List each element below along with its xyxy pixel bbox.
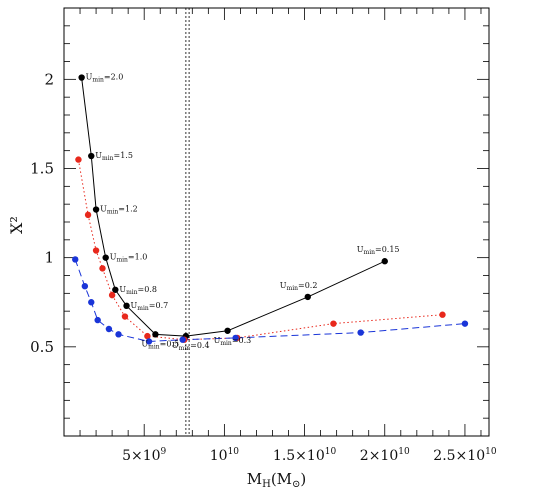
data-point (144, 332, 151, 340)
plot-frame (63, 7, 490, 437)
y-tick-label: 2 (44, 70, 54, 88)
data-point (115, 331, 122, 338)
data-point (108, 291, 116, 299)
x-tick-labels: 5×109 1010 1.5×1010 2×1010 2.5×1010 (122, 447, 497, 464)
data-point (232, 334, 239, 342)
data-point (102, 254, 109, 261)
data-point (99, 265, 106, 272)
y-tick-label: 1.5 (30, 160, 54, 178)
data-point (84, 211, 92, 219)
y-tick-labels: 0.5 1 1.5 2 (30, 70, 54, 356)
data-point (78, 74, 85, 81)
data-point (75, 156, 82, 163)
data-points (72, 74, 469, 345)
data-point (381, 258, 388, 265)
data-point (105, 325, 113, 333)
point-annotation: Umin=1.0 (110, 253, 148, 264)
point-annotation: Umin=0.4 (172, 341, 210, 352)
data-point (152, 331, 159, 338)
data-point (439, 311, 446, 318)
data-point (81, 283, 89, 290)
data-point (112, 286, 119, 293)
data-point (224, 327, 231, 334)
point-annotations: Umin=2.0 Umin=1.5 Umin=1.2 Umin=1.0 Umin=0.8… (86, 73, 400, 353)
x-tick-label: 2.5×1010 (433, 447, 497, 464)
x-tick-label: 2×1010 (360, 447, 410, 464)
y-tick-label: 1 (44, 249, 54, 267)
point-annotation: Umin=1.5 (95, 151, 133, 162)
data-point (121, 313, 129, 320)
data-point (92, 247, 100, 254)
data-point (357, 329, 364, 336)
point-annotation: Umin=0.15 (357, 245, 400, 256)
point-annotation: Umin=0.3 (214, 336, 252, 347)
data-point (145, 338, 153, 345)
y-axis-label: X² (7, 216, 26, 234)
y-tick-label: 0.5 (30, 338, 54, 356)
x-axis-label: MH(M⊙) (247, 470, 307, 490)
x-tick-label: 5×109 (122, 447, 166, 464)
x-tick-label: 1010 (210, 447, 240, 464)
point-annotation: Umin=0.7 (131, 301, 169, 312)
data-point (123, 302, 130, 310)
data-point (88, 299, 95, 306)
data-point (88, 152, 95, 160)
data-point (304, 293, 311, 301)
point-annotation: Umin=0.2 (280, 281, 318, 292)
data-point (72, 256, 79, 263)
data-point (94, 316, 101, 324)
reference-lines (185, 8, 190, 436)
data-point (92, 206, 100, 213)
data-point (330, 320, 337, 327)
point-annotation: Umin=2.0 (86, 73, 124, 84)
point-annotation: Umin=0.5 (141, 339, 179, 350)
point-annotation: Umin=1.2 (100, 205, 138, 216)
data-point (461, 320, 469, 327)
x-tick-label: 1.5×1010 (273, 447, 337, 464)
tick-marks (63, 7, 489, 437)
data-point (179, 336, 186, 343)
point-annotation: Umin=0.8 (119, 285, 157, 296)
